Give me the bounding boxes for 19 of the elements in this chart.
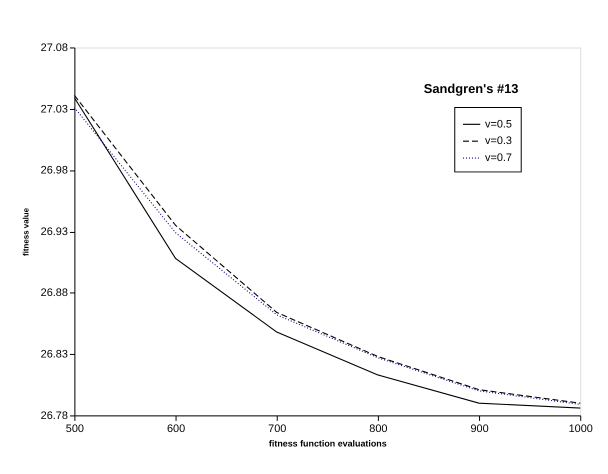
y-tick-label: 26.93 (40, 226, 68, 238)
x-tick-label: 700 (268, 422, 286, 435)
x-tick-label: 500 (66, 422, 84, 435)
text: Sandgren's #13 (424, 81, 518, 96)
y-tick-label: 26.83 (40, 348, 68, 361)
y-axis-title: fitness value (22, 207, 31, 256)
y-tick-label: 26.98 (40, 164, 68, 177)
y-tick-label: 26.88 (40, 287, 68, 300)
x-tick-label: 900 (470, 422, 489, 435)
y-tick-label: 26.78 (40, 410, 68, 422)
y-tick-label: 27.03 (40, 103, 68, 116)
x-tick-label: 600 (166, 422, 186, 435)
x-axis-title: fitness function evaluations (268, 438, 387, 449)
x-tick-label: 1000 (568, 422, 593, 435)
legend-label: v=0.5 (485, 118, 512, 130)
legend-label: v=0.7 (485, 152, 512, 164)
legend-label: v=0.3 (485, 135, 512, 148)
y-tick-label: 27.08 (40, 42, 68, 54)
x-tick-label: 800 (369, 422, 388, 435)
